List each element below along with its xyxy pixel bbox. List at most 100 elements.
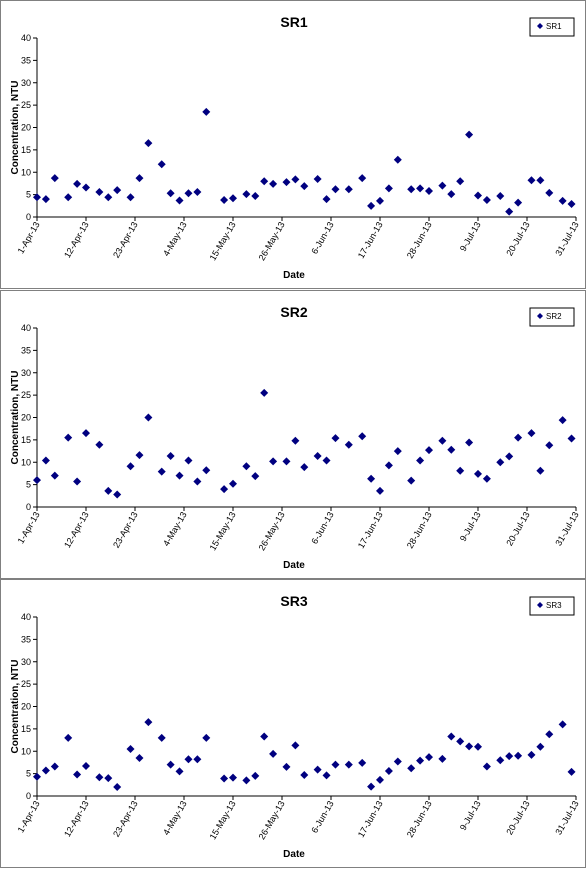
data-point: [527, 176, 536, 185]
x-axis-title: Date: [283, 270, 305, 281]
x-tick-label: 4-May-13: [161, 220, 189, 258]
x-tick-label: 1-Apr-13: [16, 220, 42, 255]
data-point: [229, 773, 237, 782]
data-point: [166, 760, 175, 769]
y-tick-label: 15: [21, 145, 31, 155]
data-point: [536, 466, 545, 475]
data-point: [331, 185, 340, 194]
y-tick-label: 25: [21, 679, 31, 689]
data-point: [73, 477, 82, 486]
legend-label: SR1: [546, 22, 562, 31]
data-point: [331, 760, 340, 769]
data-point: [41, 766, 50, 775]
data-point: [300, 182, 309, 191]
data-point: [220, 485, 229, 494]
data-point: [344, 440, 353, 449]
x-tick-label: 31-Jul-13: [553, 220, 580, 258]
data-point: [558, 416, 567, 425]
y-tick-label: 20: [21, 123, 31, 133]
data-point: [144, 413, 153, 422]
data-point: [282, 178, 291, 187]
x-tick-label: 23-Apr-13: [111, 510, 140, 550]
data-point: [527, 750, 536, 759]
data-point: [104, 774, 113, 783]
data-point: [482, 195, 491, 204]
x-tick-label: 28-Jun-13: [405, 510, 434, 550]
chart-panel-sr2: SR2 0 5 10 15 20 25 30 35 40 1-Apr-13 12-Apr-13 23-A…: [0, 290, 586, 579]
chart-svg-sr3: SR3 0 5 10 15 20 25 30 35 40 1-Apr-13 12-Apr-13 23-A…: [10, 593, 581, 860]
y-tick-label: 10: [21, 167, 31, 177]
x-tick-label: 12-Apr-13: [62, 510, 91, 550]
data-point: [269, 179, 278, 188]
data-point: [376, 486, 384, 495]
data-point: [322, 456, 331, 465]
data-point: [438, 181, 447, 190]
data-point: [344, 760, 353, 769]
data-point: [220, 774, 229, 783]
data-point: [282, 457, 291, 466]
data-point: [545, 188, 554, 197]
x-tick-label: 28-Jun-13: [405, 220, 434, 260]
data-point: [384, 184, 393, 193]
y-tick-label: 15: [21, 724, 31, 734]
legend-marker: [537, 23, 543, 29]
data-point: [184, 456, 193, 465]
data-point: [251, 191, 260, 200]
legend-box: [529, 596, 575, 616]
y-tick-label: 15: [21, 435, 31, 445]
data-point: [567, 767, 576, 776]
data-point: [260, 177, 269, 186]
data-point: [505, 452, 514, 461]
y-tick-label: 0: [26, 502, 31, 512]
y-tick-label: 40: [21, 612, 31, 622]
data-point: [126, 462, 135, 471]
chart-svg-sr1: SR1 0 5 10 15 20 25 30 35 40 1-Apr-13 12-Apr-13 23-A…: [10, 14, 581, 281]
y-tick-label: 35: [21, 55, 31, 65]
data-point: [242, 190, 251, 199]
data-point: [50, 174, 59, 183]
data-point: [407, 185, 416, 194]
data-point: [300, 770, 309, 779]
y-tick-label: 5: [26, 190, 31, 200]
data-point: [447, 732, 456, 741]
x-tick-label: 4-May-13: [161, 510, 189, 548]
data-point: [367, 782, 376, 791]
y-tick-label: 5: [26, 769, 31, 779]
data-point: [384, 461, 393, 470]
data-point: [425, 446, 433, 455]
y-tick-label: 10: [21, 746, 31, 756]
data-point: [331, 434, 340, 443]
chart-title: SR3: [280, 593, 307, 609]
data-point: [474, 742, 482, 751]
data-point: [184, 755, 193, 764]
data-point: [536, 742, 545, 751]
x-tick-label: 12-Apr-13: [62, 799, 91, 839]
x-tick-label: 1-Apr-13: [16, 799, 42, 834]
data-point: [313, 174, 322, 183]
data-point: [527, 429, 536, 438]
data-point: [376, 775, 384, 784]
data-point: [104, 193, 113, 202]
data-point: [175, 767, 184, 776]
x-tick-label: 12-Apr-13: [62, 220, 91, 260]
data-point: [73, 179, 82, 188]
data-point: [496, 191, 505, 200]
data-point: [358, 758, 367, 767]
data-point: [367, 201, 376, 210]
x-tick-label: 6-Jun-13: [309, 799, 335, 835]
x-tick-label: 15-May-13: [208, 220, 238, 262]
x-tick-label: 6-Jun-13: [309, 510, 335, 546]
data-point: [291, 175, 300, 184]
data-point: [95, 187, 104, 196]
data-point: [474, 469, 482, 478]
x-axis-title: Date: [283, 849, 305, 860]
data-point: [558, 720, 567, 729]
data-point: [291, 741, 300, 750]
data-point: [456, 466, 465, 475]
x-tick-label: 6-Jun-13: [309, 220, 335, 256]
y-tick-label: 5: [26, 480, 31, 490]
y-axis-title: Concentration, NTU: [10, 660, 21, 754]
data-point: [144, 718, 153, 727]
data-point: [82, 429, 90, 438]
chart-title: SR1: [280, 14, 307, 30]
